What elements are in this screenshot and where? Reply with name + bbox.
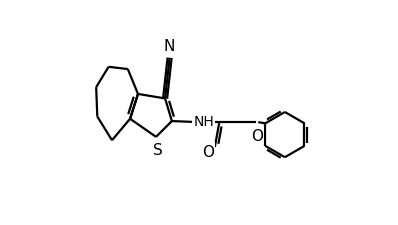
Text: O: O: [202, 144, 214, 159]
Text: O: O: [251, 129, 263, 144]
Text: S: S: [153, 142, 163, 157]
Text: NH: NH: [193, 115, 215, 129]
Text: N: N: [164, 39, 175, 54]
